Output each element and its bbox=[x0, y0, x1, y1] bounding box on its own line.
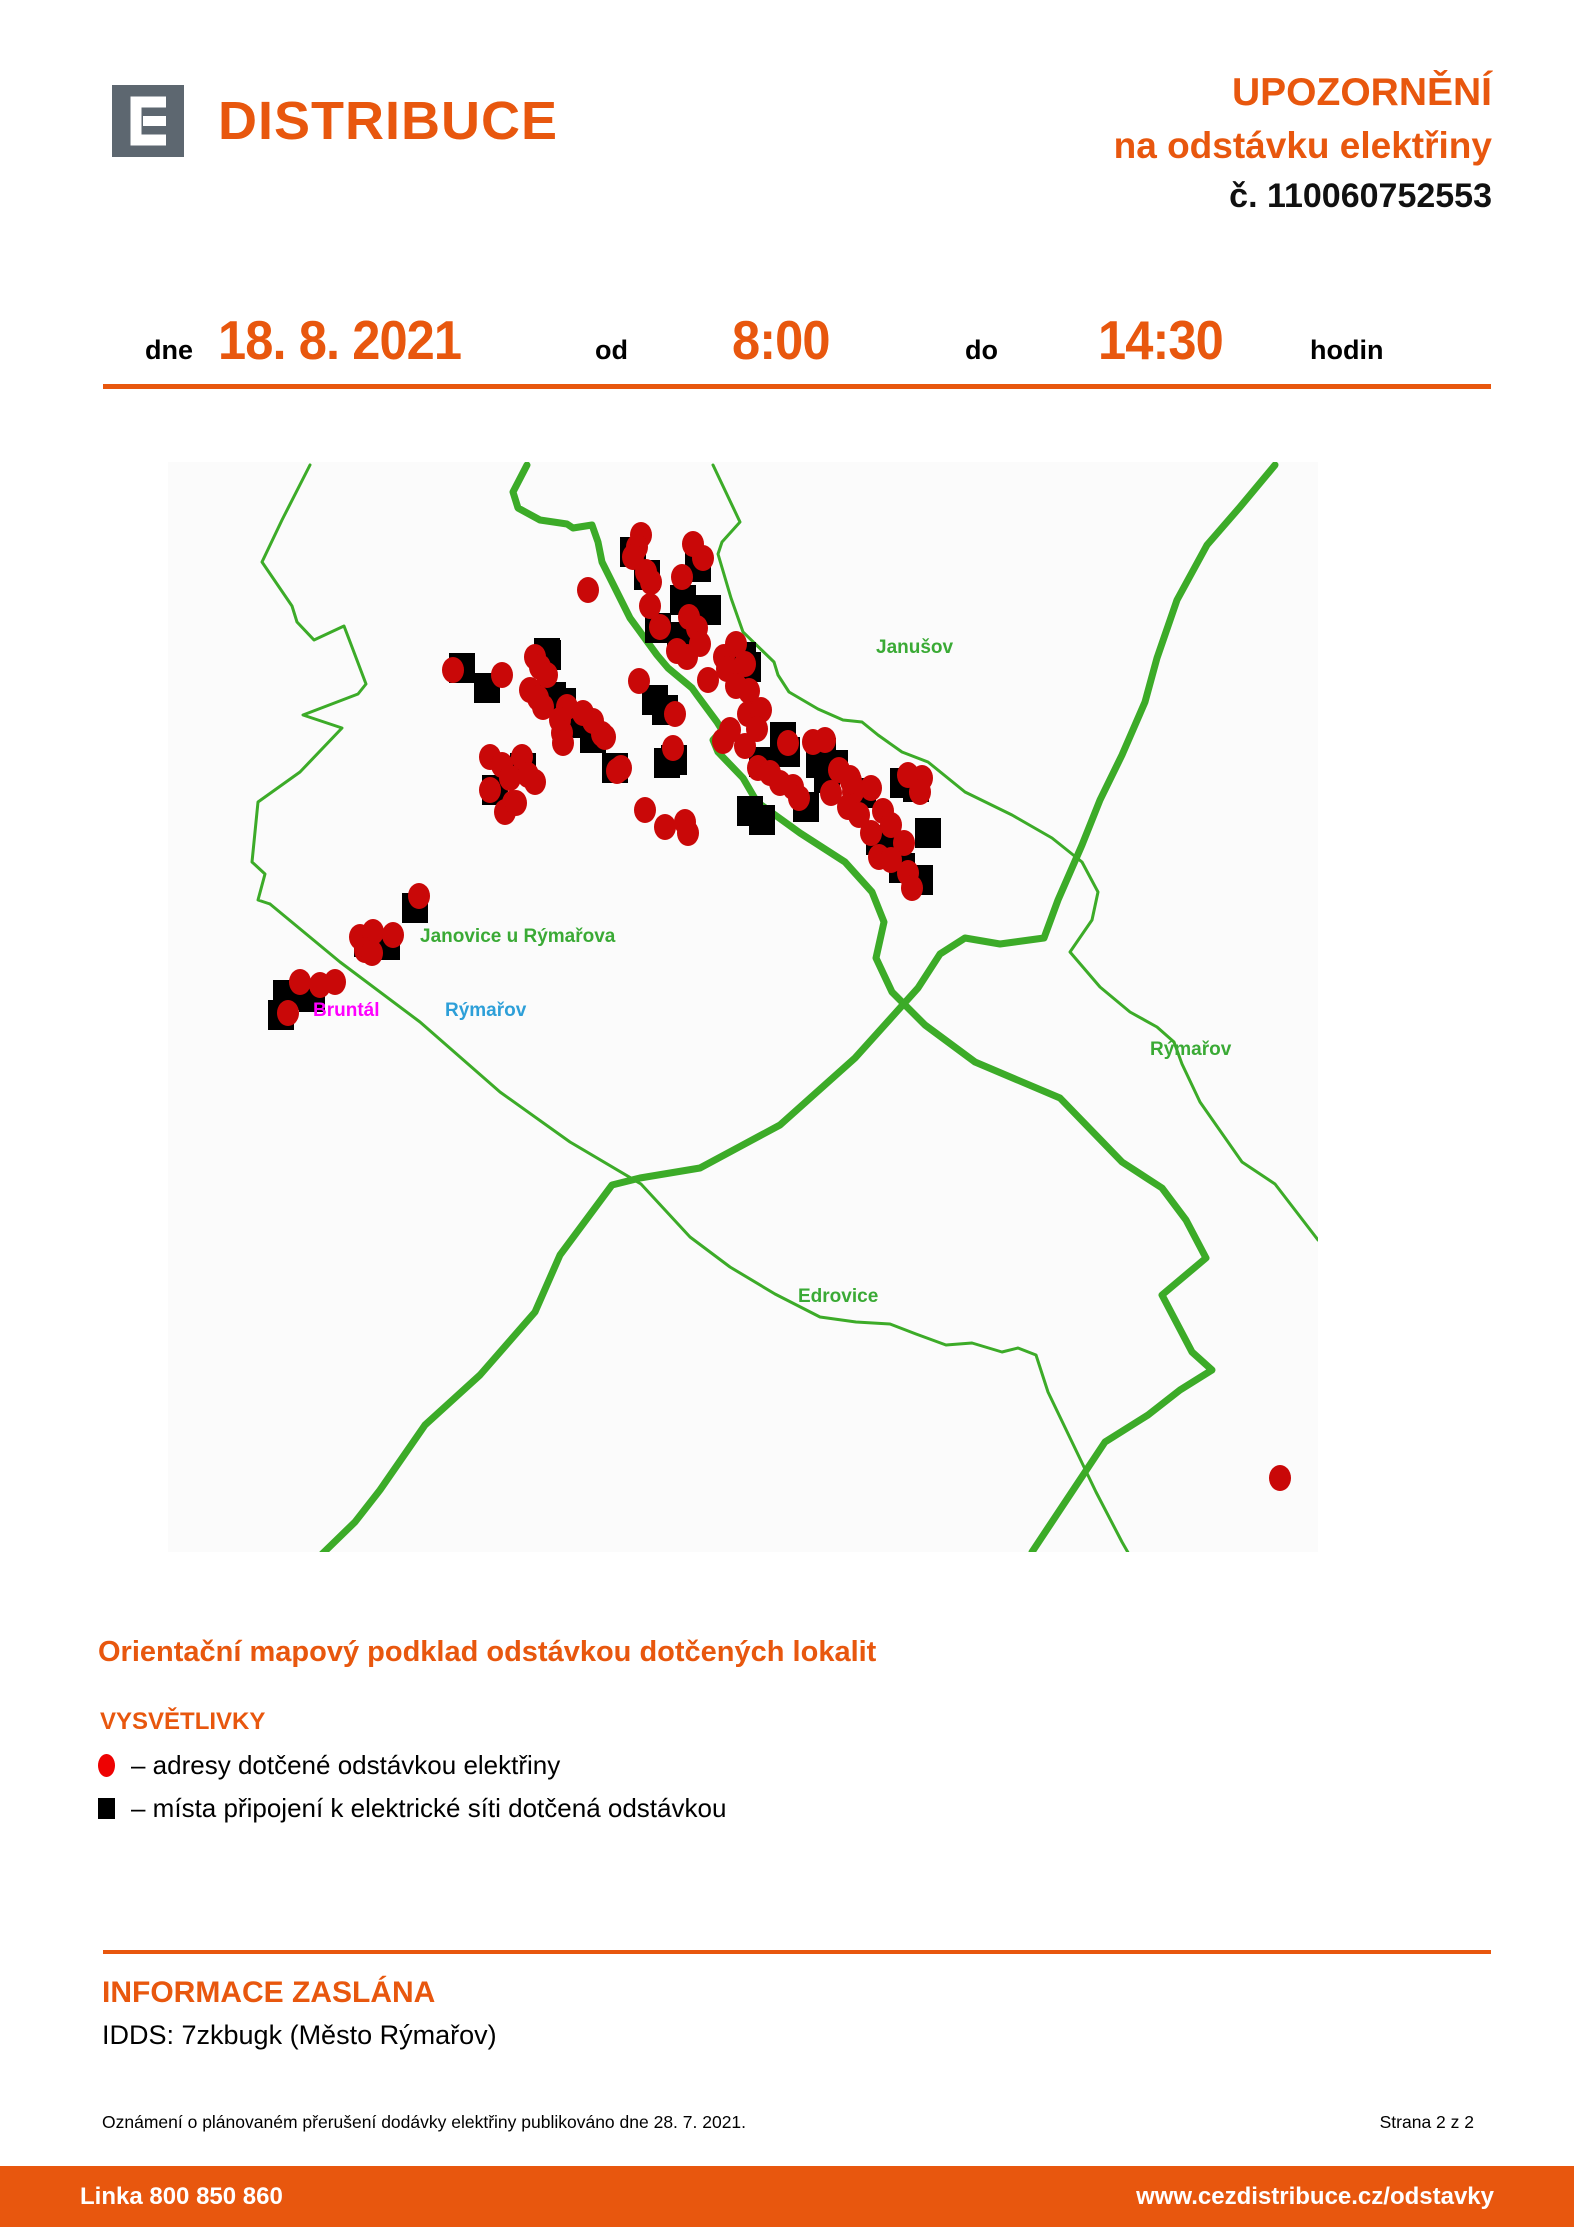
schedule-dne-label: dne bbox=[145, 335, 194, 365]
orange-divider-info bbox=[103, 1950, 1491, 1954]
outage-address-dot bbox=[532, 694, 554, 720]
outage-address-dot bbox=[734, 651, 756, 677]
map-road-boundary-southeast bbox=[268, 902, 1130, 1552]
legend-item-label: – adresy dotčené odstávkou elektřiny bbox=[131, 1750, 561, 1780]
legend-item-addresses: – adresy dotčené odstávkou elektřiny bbox=[98, 1750, 560, 1781]
outage-address-dot bbox=[382, 922, 404, 948]
map-place-label: Janušov bbox=[876, 637, 954, 658]
outage-address-dot bbox=[909, 779, 931, 805]
outage-address-dot bbox=[840, 768, 862, 794]
outage-address-dot bbox=[664, 701, 686, 727]
outage-website: www.cezdistribuce.cz/odstavky bbox=[1136, 2183, 1494, 2210]
outage-address-dot bbox=[880, 812, 902, 838]
outage-address-dot bbox=[408, 883, 430, 909]
legend-black-square-icon bbox=[98, 1798, 115, 1819]
outage-address-dot bbox=[676, 644, 698, 670]
outage-address-dot bbox=[893, 830, 915, 856]
outage-address-dot bbox=[860, 820, 882, 846]
outage-address-dot bbox=[639, 593, 661, 619]
schedule-time-to: 14:30 bbox=[1098, 309, 1224, 371]
outage-address-dot bbox=[634, 797, 656, 823]
schedule-hodin-label: hodin bbox=[1310, 335, 1384, 365]
map-place-label: Janovice u Rýmařova bbox=[420, 926, 616, 947]
outage-address-dot bbox=[901, 875, 923, 901]
outage-address-dot bbox=[814, 727, 836, 753]
outage-address-dot bbox=[324, 969, 346, 995]
outage-address-dot bbox=[277, 1000, 299, 1026]
outage-address-dot bbox=[594, 724, 616, 750]
outage-address-dot bbox=[517, 762, 539, 788]
map-place-label: Edrovice bbox=[798, 1286, 878, 1307]
notice-title-block: UPOZORNĚNÍ na odstávku elektřiny č. 1100… bbox=[1114, 64, 1492, 216]
info-sent-heading: INFORMACE ZASLÁNA bbox=[102, 1976, 436, 2009]
outage-address-dot bbox=[671, 564, 693, 590]
outage-address-dot bbox=[289, 969, 311, 995]
notice-number: č. 110060752553 bbox=[1229, 176, 1492, 215]
outage-address-dot bbox=[499, 765, 521, 791]
outage-address-dot bbox=[692, 545, 714, 571]
outage-address-dot bbox=[442, 657, 464, 683]
map-place-label: Bruntál bbox=[313, 1000, 380, 1021]
schedule-row: dne 18. 8. 2021 od 8:00 do 14:30 hodin bbox=[80, 300, 1494, 372]
outage-map: Janušov Janovice u Rýmařova Bruntál Rýmařov… bbox=[168, 462, 1318, 1552]
outage-address-dot bbox=[552, 730, 574, 756]
footer-bar: Linka 800 850 860 www.cezdistribuce.cz/o… bbox=[0, 2166, 1574, 2227]
outage-address-dot bbox=[610, 755, 632, 781]
outage-address-dot bbox=[777, 730, 799, 756]
outage-address-dot bbox=[1269, 1465, 1291, 1491]
outage-address-dot bbox=[628, 668, 650, 694]
notice-title-line2: na odstávku elektřiny bbox=[1113, 124, 1492, 166]
schedule-time-from: 8:00 bbox=[732, 309, 831, 371]
legend-item-connection-points: – místa připojení k elektrické síti dotč… bbox=[98, 1793, 726, 1824]
map-road-main-road-ne-sw bbox=[319, 462, 1279, 1552]
outage-address-dot bbox=[848, 802, 870, 828]
outage-address-dot bbox=[738, 678, 760, 704]
outage-address-dot bbox=[712, 728, 734, 754]
header-logo-row: DISTRIBUCE bbox=[112, 85, 558, 157]
outage-address-dot bbox=[662, 735, 684, 761]
outage-address-dot bbox=[677, 820, 699, 846]
outage-address-dot bbox=[491, 662, 513, 688]
connection-point-square bbox=[749, 805, 775, 835]
outage-address-dot bbox=[479, 777, 501, 803]
map-road-boundary-east bbox=[711, 463, 1318, 1242]
outage-address-dot bbox=[746, 716, 768, 742]
outage-address-dot bbox=[649, 614, 671, 640]
outage-address-dot bbox=[577, 577, 599, 603]
map-caption: Orientační mapový podklad odstávkou dotč… bbox=[98, 1636, 877, 1668]
orange-divider-top bbox=[103, 384, 1491, 389]
outage-address-dot bbox=[860, 775, 882, 801]
map-svg: Janušov Janovice u Rýmařova Bruntál Rýmařov… bbox=[168, 462, 1318, 1552]
outage-address-dot bbox=[505, 790, 527, 816]
notice-title-line1: UPOZORNĚNÍ bbox=[1231, 71, 1492, 114]
contact-phone: Linka 800 850 860 bbox=[80, 2183, 283, 2210]
connection-point-square bbox=[915, 818, 941, 848]
cez-logo-icon bbox=[112, 85, 184, 157]
outage-address-dot bbox=[880, 847, 902, 873]
outage-address-dot bbox=[654, 814, 676, 840]
map-place-label: Rýmařov bbox=[445, 1000, 527, 1021]
outage-address-dot bbox=[734, 733, 756, 759]
map-place-label: Rýmařov bbox=[1150, 1039, 1232, 1060]
outage-address-dot bbox=[697, 667, 719, 693]
publication-note: Oznámení o plánovaném přerušení dodávky … bbox=[102, 2112, 747, 2132]
info-idds-line: IDDS: 7zkbugk (Město Rýmařov) bbox=[102, 2020, 497, 2050]
map-road-boundary-west bbox=[250, 463, 368, 906]
outage-address-dot bbox=[820, 780, 842, 806]
schedule-do-label: do bbox=[965, 335, 998, 365]
schedule-date-value: 18. 8. 2021 bbox=[218, 309, 462, 371]
legend-item-label: – místa připojení k elektrické síti dotč… bbox=[131, 1793, 727, 1823]
legend-red-dot-icon bbox=[98, 1754, 115, 1777]
outage-address-dot bbox=[788, 785, 810, 811]
outage-address-dot bbox=[361, 940, 383, 966]
outage-address-dot bbox=[536, 662, 558, 688]
page-number: Strana 2 z 2 bbox=[1379, 2112, 1474, 2132]
brand-wordmark: DISTRIBUCE bbox=[218, 91, 559, 151]
outage-address-dot bbox=[640, 569, 662, 595]
legend-heading: VYSVĚTLIVKY bbox=[100, 1708, 266, 1735]
schedule-od-label: od bbox=[595, 335, 628, 365]
